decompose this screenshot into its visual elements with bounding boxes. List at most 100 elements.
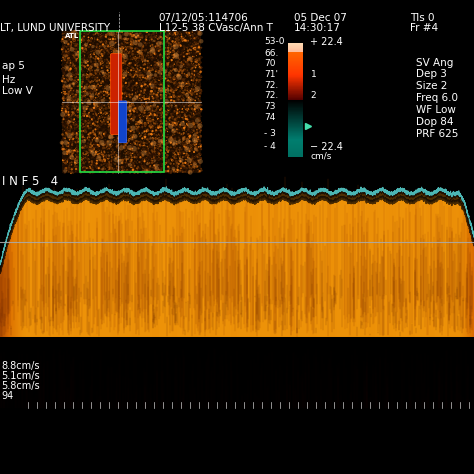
Point bbox=[88, 75, 96, 82]
Point bbox=[148, 71, 155, 79]
Point bbox=[59, 64, 67, 72]
Point bbox=[165, 85, 173, 93]
Point bbox=[132, 137, 140, 145]
Point bbox=[128, 84, 136, 91]
Point bbox=[122, 84, 130, 91]
Point bbox=[120, 36, 128, 44]
Point bbox=[155, 72, 163, 79]
Point bbox=[60, 52, 68, 59]
Point bbox=[189, 40, 196, 47]
Point bbox=[96, 139, 104, 146]
Point bbox=[80, 36, 88, 44]
Point bbox=[100, 34, 108, 41]
Point bbox=[62, 72, 70, 80]
Point bbox=[186, 117, 193, 124]
Point bbox=[128, 78, 136, 86]
Point bbox=[158, 118, 165, 126]
Point bbox=[145, 82, 153, 90]
Point bbox=[166, 43, 173, 51]
Point bbox=[110, 148, 118, 156]
Point bbox=[79, 124, 86, 131]
Point bbox=[94, 113, 102, 121]
Point bbox=[134, 43, 142, 50]
Point bbox=[126, 60, 134, 67]
Point bbox=[65, 121, 73, 128]
Point bbox=[89, 122, 96, 130]
Point bbox=[166, 70, 174, 77]
Point bbox=[112, 90, 119, 97]
Point bbox=[141, 114, 149, 122]
Point bbox=[149, 109, 156, 117]
Point bbox=[64, 162, 71, 169]
Point bbox=[121, 164, 128, 172]
Point bbox=[192, 106, 200, 113]
Point bbox=[183, 116, 191, 123]
Point bbox=[137, 168, 145, 175]
Point bbox=[142, 103, 150, 111]
Point bbox=[151, 158, 158, 166]
Point bbox=[141, 149, 148, 156]
Point bbox=[86, 88, 93, 96]
Point bbox=[103, 153, 110, 161]
Point bbox=[62, 55, 69, 62]
Point bbox=[185, 56, 192, 64]
Point bbox=[109, 85, 117, 93]
Point bbox=[68, 87, 75, 94]
Point bbox=[97, 124, 105, 132]
Point bbox=[80, 37, 87, 45]
Point bbox=[169, 48, 176, 56]
Point bbox=[188, 76, 195, 84]
Point bbox=[72, 96, 79, 103]
Point bbox=[160, 67, 167, 75]
Point bbox=[180, 81, 187, 89]
Point bbox=[182, 162, 190, 170]
Point bbox=[174, 168, 182, 176]
Point bbox=[114, 51, 122, 59]
Point bbox=[71, 32, 79, 39]
Point bbox=[173, 36, 180, 44]
Point bbox=[141, 114, 149, 121]
Point bbox=[75, 53, 83, 60]
Point bbox=[189, 143, 196, 150]
Point bbox=[167, 137, 174, 145]
Point bbox=[78, 116, 86, 124]
Point bbox=[183, 112, 191, 120]
Point bbox=[134, 156, 141, 164]
Point bbox=[166, 138, 174, 146]
Point bbox=[188, 67, 196, 74]
Point bbox=[84, 103, 91, 110]
Point bbox=[187, 143, 195, 150]
Point bbox=[109, 110, 117, 118]
Point bbox=[94, 128, 101, 136]
Point bbox=[127, 96, 134, 104]
Point bbox=[61, 59, 68, 66]
Point bbox=[120, 121, 128, 128]
Point bbox=[68, 84, 75, 91]
Point bbox=[123, 149, 130, 157]
Point bbox=[140, 141, 147, 148]
Point bbox=[63, 63, 71, 70]
Point bbox=[184, 57, 191, 65]
Point bbox=[78, 62, 86, 69]
Point bbox=[128, 36, 136, 44]
Point bbox=[65, 147, 73, 155]
Point bbox=[189, 35, 196, 43]
Point bbox=[197, 98, 204, 106]
Point bbox=[76, 81, 83, 89]
Point bbox=[182, 50, 190, 58]
Point bbox=[169, 60, 176, 67]
Point bbox=[113, 138, 120, 146]
Point bbox=[173, 108, 181, 115]
Point bbox=[60, 94, 67, 101]
Point bbox=[84, 149, 91, 156]
Point bbox=[189, 53, 197, 60]
Point bbox=[123, 91, 131, 99]
Point bbox=[161, 145, 169, 152]
Point bbox=[165, 164, 173, 171]
Point bbox=[154, 35, 162, 43]
Point bbox=[110, 159, 118, 167]
Point bbox=[148, 43, 156, 50]
Point bbox=[100, 79, 107, 87]
Point bbox=[146, 141, 153, 148]
Point bbox=[190, 74, 198, 82]
